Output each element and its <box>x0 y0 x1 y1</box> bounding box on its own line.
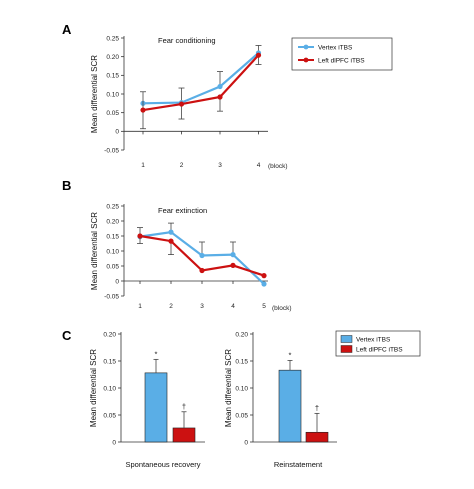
y-tick-label: 0 <box>244 439 248 446</box>
data-point <box>178 101 185 107</box>
y-tick-label: 0.10 <box>106 248 119 255</box>
legend-box <box>291 37 393 71</box>
x-tick-label: 1 <box>141 162 145 169</box>
y-tick-label: 0.20 <box>103 331 116 338</box>
panel-letter: B <box>62 178 71 193</box>
legend-entry: Left dlPFC iTBS <box>356 346 403 353</box>
y-axis-label: Mean differential SCR <box>89 349 98 427</box>
data-point <box>168 238 174 244</box>
legend-swatch-marker <box>303 44 309 50</box>
y-tick-label: 0.15 <box>106 73 119 80</box>
y-axis-label: Mean differential SCR <box>90 212 99 290</box>
data-point <box>255 52 262 58</box>
x-axis-label: (block) <box>268 163 288 170</box>
legend: Vertex iTBS Left dlPFC iTBS <box>335 330 421 357</box>
significance-mark: † <box>315 403 319 412</box>
series-dlpfc <box>137 233 267 279</box>
legend-swatch <box>340 345 353 353</box>
data-point <box>140 107 146 113</box>
legend: Vertex iTBS Left dlPFC iTBS <box>291 37 393 71</box>
significance-mark: * <box>155 349 158 358</box>
data-point <box>230 262 236 268</box>
x-tick-label: 2 <box>180 162 184 169</box>
legend-entry: Vertex iTBS <box>318 44 353 51</box>
y-tick-label: 0.20 <box>235 331 248 338</box>
y-axis-label: Mean differential SCR <box>90 55 99 133</box>
y-axis-label: Mean differential SCR <box>224 349 233 427</box>
y-tick-label: 0 <box>112 439 116 446</box>
x-axis-label: Reinstatement <box>274 460 323 469</box>
y-tick-label: 0.05 <box>106 263 119 270</box>
chart-c1: C 0 0.05 0.10 0.15 0.20 Mean differential SCR *… <box>62 328 205 469</box>
legend-entry: Left dlPFC iTBS <box>318 57 365 64</box>
bar-vertex <box>144 372 168 443</box>
legend-swatch <box>340 335 353 343</box>
y-tick-label: 0.15 <box>103 358 116 365</box>
chart-title: Fear extinction <box>158 206 207 215</box>
y-tick-label: 0.25 <box>106 35 119 42</box>
x-tick-label: 1 <box>138 303 142 310</box>
significance-mark: * <box>289 350 292 359</box>
x-tick-label: 3 <box>200 303 204 310</box>
bar-vertex <box>278 369 302 443</box>
panel-letter: C <box>62 328 72 343</box>
y-tick-label: 0.10 <box>106 91 119 98</box>
series-vertex <box>140 45 262 106</box>
y-tick-label: 0.20 <box>106 218 119 225</box>
data-point <box>199 267 205 274</box>
x-tick-label: 2 <box>169 303 173 310</box>
legend-swatch-marker <box>303 57 309 63</box>
chart-b: B -0.05 0 0.05 0.10 0.15 0.20 0.25 Mean differen… <box>62 178 292 312</box>
y-tick-label: 0.25 <box>106 203 119 210</box>
data-point <box>217 94 223 100</box>
data-point <box>261 273 267 279</box>
x-axis-label: Spontaneous recovery <box>125 460 200 469</box>
significance-mark: † <box>182 402 186 411</box>
y-tick-label: 0.10 <box>103 385 116 392</box>
chart-a: A -0.05 0 0.05 0.10 0.15 0.20 0.25 Mean differen… <box>62 22 393 170</box>
bar-dlpfc <box>305 431 329 443</box>
data-point <box>261 281 267 287</box>
y-tick-label: 0.20 <box>106 54 119 61</box>
series-line <box>142 52 260 105</box>
panel-letter: A <box>62 22 72 37</box>
y-tick-label: 0.05 <box>235 412 248 419</box>
x-tick-label: 4 <box>257 162 261 169</box>
data-point <box>230 252 236 258</box>
series-dlpfc <box>140 52 262 130</box>
y-tick-label: 0 <box>115 278 119 285</box>
y-tick-label: 0.15 <box>106 233 119 240</box>
series-vertex <box>137 222 267 287</box>
data-point <box>199 252 205 259</box>
y-tick-label: 0.10 <box>235 385 248 392</box>
x-tick-label: 5 <box>262 303 266 310</box>
x-axis-label: (block) <box>272 305 292 312</box>
data-point <box>217 83 223 90</box>
y-tick-label: -0.05 <box>104 293 119 300</box>
y-tick-label: 0.05 <box>103 412 116 419</box>
y-tick-label: 0.15 <box>235 358 248 365</box>
chart-c2: 0 0.05 0.10 0.15 0.20 Mean differential SCR * †… <box>224 330 421 469</box>
series-line <box>142 54 260 112</box>
y-tick-label: 0.05 <box>106 110 119 117</box>
chart-title: Fear conditioning <box>158 36 216 45</box>
y-tick-label: 0 <box>115 129 119 136</box>
x-tick-label: 4 <box>231 303 235 310</box>
y-tick-label: -0.05 <box>104 147 119 154</box>
data-point <box>168 229 174 235</box>
data-point <box>137 233 143 239</box>
legend-entry: Vertex iTBS <box>356 336 391 343</box>
bar-dlpfc <box>172 427 196 443</box>
x-tick-label: 3 <box>218 162 222 169</box>
